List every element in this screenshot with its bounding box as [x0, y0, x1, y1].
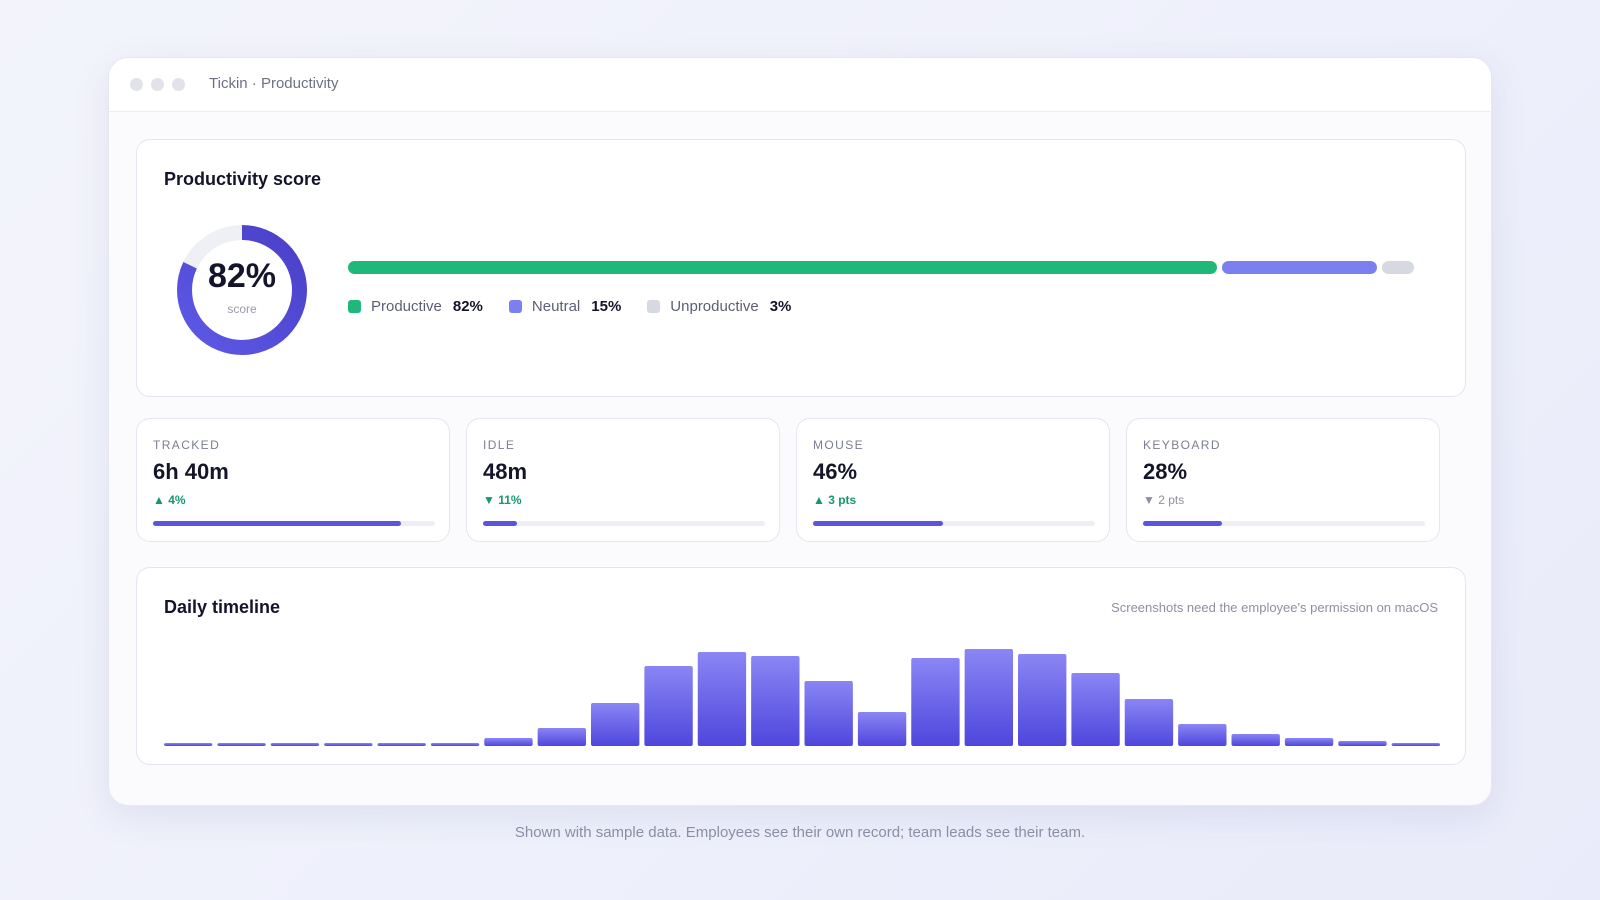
window-close-dot[interactable] — [130, 78, 143, 91]
metric-level-fill — [153, 521, 402, 526]
metric-card-idle: IDLE 48m ▼ 11% — [466, 418, 780, 542]
metric-delta: ▼ 11% — [483, 493, 522, 507]
legend-swatch — [508, 299, 522, 313]
metric-level-fill — [483, 521, 517, 526]
metric-label: TRACKED — [153, 438, 221, 452]
timeline-bar — [217, 743, 266, 746]
footnote: Shown with sample data. Employees see th… — [514, 824, 1086, 841]
metric-value: 48m — [483, 459, 528, 484]
legend-value: 15% — [591, 297, 622, 315]
timeline-bar — [164, 743, 213, 746]
legend-label: Productive — [371, 297, 442, 315]
metric-delta: ▲ 4% — [153, 493, 186, 507]
timeline-bar — [1178, 724, 1227, 746]
legend-item-unproductive: Unproductive 3% — [647, 298, 791, 315]
timeline-bar — [1391, 743, 1440, 746]
timeline-bar — [377, 743, 426, 746]
bar-segment-productive — [348, 261, 1218, 274]
daily-timeline-chart — [164, 649, 1440, 746]
score-donut — [177, 225, 307, 355]
timeline-bar — [591, 703, 640, 746]
metric-label: KEYBOARD — [1143, 438, 1221, 452]
timeline-bar — [537, 728, 587, 746]
score-legend: Productive 82% Neutral 15% Unproductive 3% — [348, 295, 817, 317]
score-card-title: Productivity score — [164, 169, 322, 189]
score-breakdown-bar — [348, 261, 1414, 274]
timeline-bar — [804, 681, 853, 746]
metric-level-fill — [1143, 521, 1222, 526]
window-zoom-dot[interactable] — [172, 78, 185, 91]
metric-level-track — [153, 521, 435, 526]
legend-label: Neutral — [531, 297, 581, 315]
legend-item-neutral: Neutral 15% — [508, 297, 622, 315]
metric-delta: ▼ 2 pts — [1143, 493, 1185, 507]
timeline-bar — [1284, 738, 1334, 746]
timeline-bar — [751, 656, 800, 746]
window-titlebar: Tickin · Productivity — [109, 58, 1491, 112]
legend-swatch — [348, 299, 361, 313]
timeline-bar — [1231, 734, 1280, 746]
window-title: Tickin · Productivity — [209, 75, 339, 92]
timeline-bar — [1018, 654, 1067, 746]
timeline-bar — [857, 712, 907, 746]
window-minimize-dot[interactable] — [151, 78, 164, 91]
metric-value: 28% — [1143, 459, 1188, 484]
timeline-bar — [697, 652, 747, 746]
metric-label: MOUSE — [813, 438, 865, 452]
metric-level-track — [483, 521, 765, 526]
timeline-bar — [430, 743, 480, 746]
metric-card-mouse: MOUSE 46% ▲ 3 pts — [796, 418, 1110, 542]
legend-swatch — [647, 299, 661, 313]
legend-value: 3% — [769, 297, 792, 315]
legend-item-productive: Productive 82% — [348, 298, 483, 315]
timeline-bar — [1071, 673, 1120, 746]
metric-delta: ▲ 3 pts — [813, 493, 857, 507]
timeline-bar — [1124, 699, 1174, 746]
metric-label: IDLE — [483, 438, 516, 452]
daily-timeline-card: Daily timeline Screenshots need the empl… — [136, 567, 1466, 765]
metric-level-track — [813, 521, 1095, 526]
timeline-bar — [911, 658, 960, 746]
metric-card-tracked: TRACKED 6h 40m ▲ 4% — [136, 418, 450, 542]
timeline-bar — [270, 743, 320, 746]
app-window: Tickin · Productivity Productivity score… — [108, 57, 1492, 806]
timeline-bar — [484, 738, 533, 746]
metric-value: 6h 40m — [153, 459, 229, 484]
metric-level-track — [1143, 521, 1425, 526]
metric-level-fill — [813, 521, 943, 526]
timeline-bar — [644, 666, 693, 746]
metric-card-keyboard: KEYBOARD 28% ▼ 2 pts — [1126, 418, 1440, 542]
metric-value: 46% — [813, 459, 858, 484]
bar-segment-unproductive — [1382, 261, 1414, 274]
timeline-bar — [324, 743, 373, 746]
productivity-score-card: Productivity score 82% score Productive 8… — [136, 139, 1466, 397]
timeline-title: Daily timeline — [164, 597, 281, 617]
score-sublabel: score — [227, 302, 257, 316]
timeline-permission-note: Screenshots need the employee's permissi… — [1111, 600, 1438, 615]
legend-value: 82% — [452, 297, 483, 315]
timeline-bar — [1338, 741, 1387, 746]
bar-segment-neutral — [1222, 261, 1377, 274]
donut-arc — [177, 225, 307, 355]
score-value: 82% — [207, 257, 277, 295]
timeline-bar — [964, 649, 1014, 746]
legend-label: Unproductive — [670, 297, 759, 315]
